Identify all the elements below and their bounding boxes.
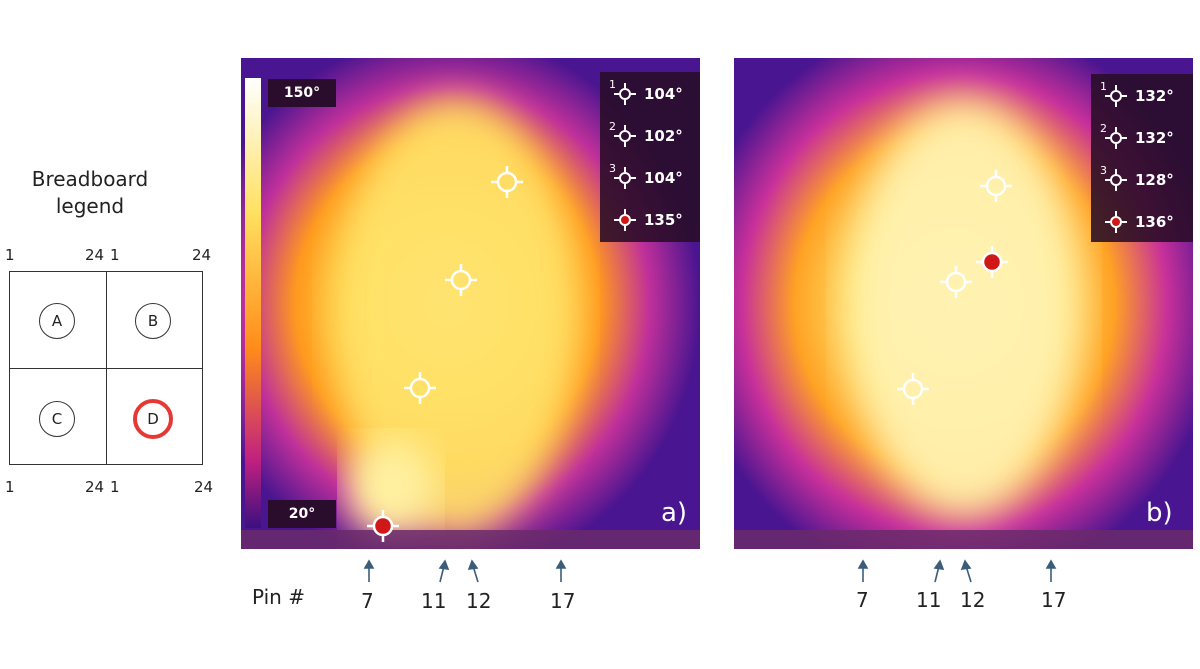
panel-label-a: a) (661, 498, 688, 528)
readout-row-hotspot: 136° (1091, 200, 1193, 244)
crosshair-marker-1 (404, 372, 436, 404)
legend-top-right-end: 24 (192, 246, 212, 264)
crosshair-marker-1 (897, 373, 929, 405)
breadboard-legend-grid: A B C D (9, 271, 203, 465)
crosshair-icon (1105, 85, 1127, 107)
legend-title: Breadboard legend (20, 166, 160, 220)
readout-value-2: 102° (644, 127, 683, 145)
crosshair-icon (1105, 169, 1127, 191)
readout-row-2: 2 132° (1091, 116, 1193, 160)
quadrant-a: A (39, 303, 75, 339)
crosshair-marker-3 (980, 170, 1012, 202)
readout-index-2: 2 (1100, 122, 1107, 135)
readout-index-3: 3 (1100, 164, 1107, 177)
grid-divider-horizontal (10, 368, 202, 369)
legend-top-left-end: 24 (85, 246, 105, 264)
pin-17-a: 17 (550, 589, 576, 613)
readout-value-3: 104° (644, 169, 683, 187)
scale-min-label: 20° (268, 500, 336, 528)
readout-value-hotspot: 136° (1135, 213, 1174, 231)
readout-value-2: 132° (1135, 129, 1174, 147)
crosshair-marker-2 (940, 266, 972, 298)
readout-panel-a: 1 104° 2 102° 3 104° 135° (600, 72, 700, 242)
quadrant-b: B (135, 303, 171, 339)
panel-label-b: b) (1146, 498, 1173, 528)
legend-bottom-right-end: 24 (194, 478, 214, 496)
pin-12-a: 12 (466, 589, 492, 613)
legend-bottom-left-end: 24 (85, 478, 105, 496)
readout-index-2: 2 (609, 120, 616, 133)
hotspot-marker (976, 246, 1008, 278)
readout-value-1: 132° (1135, 87, 1174, 105)
quadrant-d-highlighted: D (133, 399, 173, 439)
thermal-image-a: 150° 20° 1 104° 2 (241, 58, 700, 549)
quadrant-c: C (39, 401, 75, 437)
readout-row-1: 1 104° (600, 72, 700, 116)
thermal-image-b: 1 132° 2 132° 3 128° 136° b) (734, 58, 1193, 549)
readout-value-3: 128° (1135, 171, 1174, 189)
pin-17-b: 17 (1041, 588, 1067, 612)
legend-bottom-left-start: 1 (5, 478, 15, 496)
readout-index-1: 1 (609, 78, 616, 91)
pin-7-a: 7 (361, 589, 374, 613)
readout-row-2: 2 102° (600, 114, 700, 158)
crosshair-icon (614, 83, 636, 105)
crosshair-icon (614, 167, 636, 189)
readout-row-1: 1 132° (1091, 74, 1193, 118)
pin-11-a: 11 (421, 589, 447, 613)
scale-max-label: 150° (268, 79, 336, 107)
crosshair-marker-3 (491, 166, 523, 198)
crosshair-marker-2 (445, 264, 477, 296)
legend-title-line1: Breadboard (31, 167, 149, 191)
hotspot-marker (367, 510, 399, 542)
pin-7-b: 7 (856, 588, 869, 612)
pin-number-label: Pin # (252, 585, 305, 609)
legend-bottom-right-start: 1 (110, 478, 120, 496)
readout-row-3: 3 128° (1091, 158, 1193, 202)
readout-row-3: 3 104° (600, 156, 700, 200)
crosshair-icon (614, 125, 636, 147)
legend-title-line2: legend (55, 194, 125, 218)
pin-11-b: 11 (916, 588, 942, 612)
hotspot-crosshair-icon (614, 209, 636, 231)
readout-index-1: 1 (1100, 80, 1107, 93)
readout-value-1: 104° (644, 85, 683, 103)
readout-index-3: 3 (609, 162, 616, 175)
readout-panel-b: 1 132° 2 132° 3 128° 136° (1091, 74, 1193, 242)
legend-top-right-start: 1 (110, 246, 120, 264)
hotspot-crosshair-icon (1105, 211, 1127, 233)
readout-value-hotspot: 135° (644, 211, 683, 229)
crosshair-icon (1105, 127, 1127, 149)
pin-12-b: 12 (960, 588, 986, 612)
legend-top-left-start: 1 (5, 246, 15, 264)
readout-row-hotspot: 135° (600, 198, 700, 242)
